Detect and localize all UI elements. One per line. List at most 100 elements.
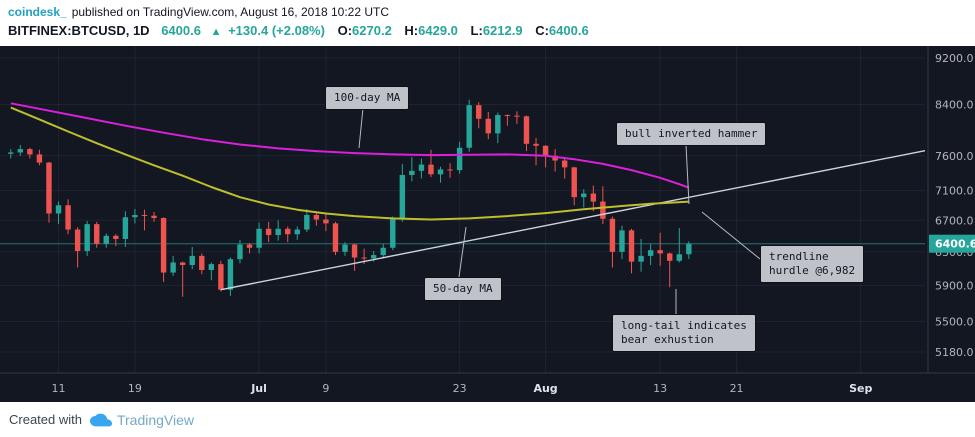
price-axis-label: 8400.0: [935, 99, 974, 112]
candle-body: [552, 155, 558, 161]
candle-body: [132, 214, 138, 218]
candle-body: [657, 250, 663, 254]
candle-body: [342, 244, 348, 252]
candle-body: [246, 244, 253, 248]
open-value: 6270.2: [352, 23, 392, 38]
candle-body: [399, 175, 406, 219]
candle-body: [561, 160, 568, 168]
candle-body: [151, 215, 157, 219]
candle-body: [476, 105, 482, 119]
candle-body: [17, 149, 24, 153]
symbol-title: BITFINEX:BTCUSD, 1D: [8, 23, 150, 38]
candle-body: [103, 235, 109, 244]
high-group: H:6429.0: [404, 23, 457, 38]
candle-body: [456, 147, 463, 171]
candle-body: [609, 218, 616, 252]
grid-layer: [0, 46, 925, 373]
candles-layer: [8, 99, 692, 297]
ma-50-line: [10, 106, 689, 221]
annotation-leaders: [358, 107, 761, 314]
axes-layer: [0, 46, 975, 374]
candle-body: [160, 218, 167, 273]
candle-body: [447, 169, 453, 171]
candle-body: [667, 253, 673, 261]
price-axis-label: 5180.0: [935, 346, 974, 359]
candle-body: [36, 154, 43, 163]
publisher-link[interactable]: coindesk_: [8, 5, 67, 19]
time-axis-label: Aug: [533, 382, 557, 395]
candle-body: [265, 228, 272, 236]
candle-body: [619, 230, 625, 252]
candle-body: [533, 143, 539, 146]
candle-body: [495, 115, 501, 134]
candle-body: [179, 262, 186, 265]
candle-body: [122, 217, 129, 239]
candle-body: [628, 230, 635, 262]
candle-body: [332, 223, 339, 252]
close-group: C:6400.6: [535, 23, 588, 38]
candle-body: [523, 116, 530, 144]
candle-body: [351, 244, 358, 258]
close-label: C:: [535, 23, 549, 38]
candle-body: [437, 169, 444, 175]
candle-body: [55, 205, 62, 214]
candle-body: [208, 264, 215, 271]
candle-body: [418, 164, 425, 171]
candle-body: [141, 214, 148, 216]
published-text: published on TradingView.com, August 16,…: [71, 5, 390, 19]
candle-body: [218, 264, 224, 290]
price-chart-canvas[interactable]: 9200.08400.07600.07100.06700.06300.05900…: [0, 46, 975, 402]
close-value: 6400.6: [548, 23, 589, 38]
candle-body: [313, 214, 320, 220]
time-axis-label: 13: [653, 382, 667, 395]
candle-body: [227, 259, 234, 290]
candle-body: [8, 152, 14, 154]
candle-body: [46, 162, 52, 214]
price-axis-label: 5500.0: [935, 315, 974, 328]
high-label: H:: [404, 23, 419, 38]
publish-info-row: coindesk_ published on TradingView.com, A…: [8, 5, 389, 19]
time-axis-label: Sep: [849, 382, 872, 395]
attribution-footer: Created with TradingView: [0, 402, 975, 437]
candle-body: [189, 255, 195, 265]
svg-text:6400.6: 6400.6: [935, 238, 975, 251]
candle-body: [94, 224, 100, 244]
low-value: 6212.9: [482, 23, 523, 38]
candle-body: [390, 218, 396, 248]
time-axis-label: 11: [52, 382, 66, 395]
price-axis-label: 5900.0: [935, 279, 974, 292]
tradingview-link[interactable]: TradingView: [116, 411, 195, 428]
candle-body: [285, 228, 291, 235]
candle-body: [27, 149, 33, 155]
price-axis-label: 7600.0: [935, 150, 974, 163]
candle-body: [113, 235, 119, 239]
candle-body: [581, 193, 587, 198]
candle-body: [256, 228, 262, 248]
candle-body: [304, 214, 310, 230]
price-axis-label: 7100.0: [935, 185, 974, 198]
candle-body: [647, 250, 654, 256]
time-axis-label: 21: [730, 382, 744, 395]
header-last-price: 6400.6: [161, 23, 201, 38]
tradingview-logo-icon: [89, 413, 112, 427]
candle-body: [361, 257, 367, 259]
candle-body: [485, 118, 491, 134]
created-with-text: Created with: [9, 412, 82, 427]
candle-body: [514, 115, 520, 117]
price-axis-labels: 9200.08400.07600.07100.06700.06300.05900…: [935, 52, 974, 359]
low-group: L:6212.9: [471, 23, 523, 38]
candle-body: [294, 229, 300, 235]
candle-body: [466, 105, 472, 148]
candle-body: [84, 224, 90, 251]
time-axis-label: 19: [128, 382, 142, 395]
candle-body: [65, 205, 71, 230]
symbol-info-row: BITFINEX:BTCUSD, 1D 6400.6 ▲ +130.4 (+2.…: [8, 23, 589, 38]
chart-area[interactable]: 9200.08400.07600.07100.06700.06300.05900…: [0, 46, 975, 402]
time-axis-label: Jul: [250, 382, 267, 395]
candle-body: [542, 145, 549, 156]
high-value: 6429.0: [418, 23, 458, 38]
low-label: L:: [470, 23, 483, 38]
time-axis-label: 9: [322, 382, 329, 395]
candle-body: [686, 243, 692, 255]
